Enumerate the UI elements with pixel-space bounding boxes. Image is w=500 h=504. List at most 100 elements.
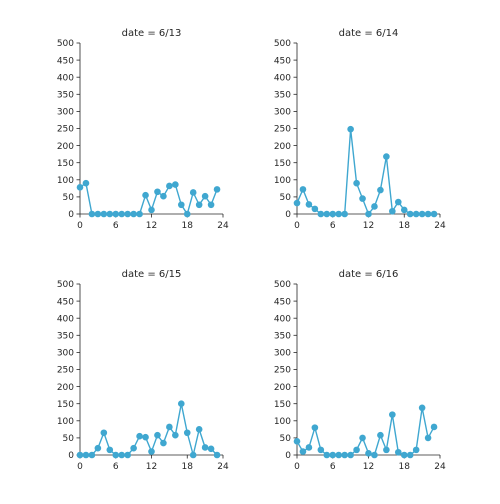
x-tick-label: 18 — [399, 462, 411, 472]
data-point — [406, 210, 414, 218]
data-point — [148, 206, 155, 214]
y-tick-label: 350 — [57, 332, 74, 342]
x-tick-label: 0 — [294, 221, 300, 231]
x-tick-label: 18 — [399, 221, 411, 231]
y-tick-label: 50 — [280, 434, 292, 444]
data-point — [201, 192, 209, 200]
panel-title: date = 6/16 — [339, 269, 399, 280]
y-tick-label: 50 — [280, 193, 292, 203]
y-tick-label: 300 — [274, 349, 291, 359]
y-tick-label: 450 — [274, 297, 291, 307]
data-point — [418, 404, 426, 412]
y-tick-label: 350 — [57, 91, 74, 101]
y-tick-label: 150 — [274, 159, 291, 169]
data-point — [305, 444, 313, 451]
data-point — [148, 448, 155, 455]
data-point — [183, 210, 191, 218]
panel-2: date = 6/14 0 50 100 150 200 250 300 350 400 450 50… — [274, 28, 446, 231]
data-point — [82, 451, 90, 459]
y-tick-label: 50 — [63, 434, 75, 444]
x-tick-label: 12 — [363, 221, 374, 231]
data-point — [207, 445, 215, 453]
data-point — [201, 444, 209, 451]
panel-title: date = 6/15 — [122, 269, 182, 280]
y-tick-label: 200 — [274, 383, 291, 393]
y-tick-label: 300 — [274, 108, 291, 118]
x-tick-label: 12 — [146, 221, 157, 231]
y-tick-label: 200 — [274, 142, 291, 152]
y-tick-label: 450 — [57, 56, 74, 66]
data-point — [424, 210, 432, 218]
panel-title: date = 6/13 — [122, 28, 182, 39]
y-tick-label: 250 — [274, 125, 291, 135]
data-point — [82, 179, 90, 187]
series-line — [296, 129, 435, 216]
data-point — [430, 423, 438, 431]
data-point — [100, 429, 108, 437]
data-point — [172, 181, 179, 188]
x-tick-label: 12 — [146, 462, 157, 472]
x-tick-label: 6 — [113, 462, 119, 472]
data-point — [160, 439, 167, 447]
data-point — [160, 192, 167, 200]
data-point — [365, 449, 372, 457]
x-tick-label: 0 — [77, 462, 83, 472]
y-tick-label: 100 — [274, 176, 291, 186]
x-tick-label: 6 — [330, 462, 336, 472]
data-point — [94, 444, 102, 452]
data-point — [142, 191, 149, 199]
panel-3: date = 6/15 0 50 100 150 200 250 300 350 400 450 50… — [57, 269, 229, 472]
y-tick-label: 450 — [274, 56, 291, 66]
y-tick-label: 0 — [285, 451, 291, 461]
data-point — [341, 451, 348, 459]
data-point — [76, 451, 84, 459]
y-tick-label: 100 — [274, 417, 291, 427]
y-tick-label: 350 — [274, 332, 291, 342]
data-point — [335, 451, 343, 459]
panel-4: date = 6/16 0 50 100 150 200 250 300 350 400 450 50… — [274, 269, 446, 472]
data-point — [394, 448, 402, 456]
data-point — [359, 434, 366, 442]
data-point — [400, 206, 408, 214]
x-tick-label: 18 — [182, 221, 194, 231]
data-point — [136, 432, 143, 440]
x-tick-label: 24 — [434, 462, 446, 472]
y-tick-label: 450 — [57, 297, 74, 307]
y-tick-label: 150 — [57, 159, 74, 169]
data-point — [142, 433, 149, 441]
data-point — [124, 451, 131, 459]
y-tick-label: 200 — [57, 142, 74, 152]
data-point — [118, 451, 126, 459]
data-point — [106, 446, 114, 454]
data-point — [430, 210, 438, 218]
y-tick-label: 500 — [57, 280, 74, 290]
data-point — [88, 451, 96, 459]
x-tick-label: 6 — [113, 221, 119, 231]
y-tick-label: 0 — [68, 451, 74, 461]
data-point — [323, 210, 331, 218]
y-tick-label: 100 — [57, 417, 74, 427]
data-point — [311, 424, 319, 431]
x-tick-label: 18 — [182, 462, 194, 472]
data-point — [371, 203, 378, 210]
data-point — [299, 186, 307, 193]
data-point — [118, 210, 126, 218]
data-point — [112, 210, 120, 218]
data-point — [293, 199, 301, 207]
y-tick-label: 250 — [274, 366, 291, 376]
data-point — [412, 210, 420, 218]
data-point — [389, 207, 396, 215]
data-point — [124, 210, 131, 218]
y-tick-label: 200 — [57, 383, 74, 393]
data-point — [172, 431, 179, 439]
data-point — [424, 434, 432, 442]
data-point — [106, 210, 114, 218]
data-point — [183, 429, 191, 437]
data-point — [189, 451, 197, 459]
data-point — [341, 210, 348, 218]
x-tick-label: 0 — [77, 221, 83, 231]
data-point — [166, 423, 173, 431]
data-point — [317, 210, 325, 218]
